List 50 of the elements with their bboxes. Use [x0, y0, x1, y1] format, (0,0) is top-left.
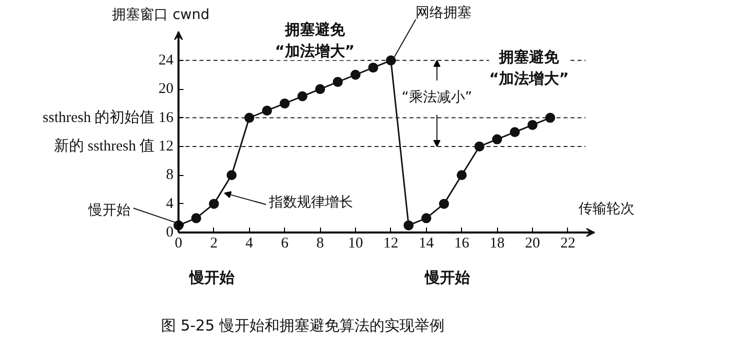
x-tick-label: 6: [280, 236, 289, 252]
point: [332, 76, 343, 87]
annotation: 拥塞避免 “加法增大”: [489, 48, 569, 88]
y-tick-label: 4: [166, 196, 174, 212]
y-tick-label: 8: [166, 167, 174, 184]
caption: 图 5-25 慢开始和拥塞避免算法的实现举例: [160, 316, 444, 335]
x-tick-label: 10: [348, 236, 363, 252]
point: [368, 62, 378, 73]
x-tick-label: 4: [246, 236, 254, 252]
y-tick-label: ssthresh 的初始值 16: [42, 108, 174, 126]
y-tick-label: 20: [158, 81, 174, 98]
y-tick-label: 0: [166, 224, 174, 240]
point: [208, 198, 219, 209]
x-tick-label: 22: [560, 236, 576, 252]
x-tick-label: 2: [210, 236, 218, 252]
annotation: 指数规律增长: [268, 194, 353, 210]
point: [404, 220, 414, 230]
point: [350, 70, 360, 80]
text: 慢开始: [424, 268, 472, 287]
point: [545, 112, 556, 123]
point: [439, 198, 449, 209]
x-tick-label: 14: [418, 236, 434, 252]
x-axis-title: 传输轮次: [578, 200, 635, 217]
point: [510, 127, 520, 138]
annotation: 慢开始: [88, 202, 131, 218]
point: [226, 170, 237, 180]
point: [191, 213, 202, 224]
y-tick-label: 新的 ssthresh 值 12: [54, 137, 174, 154]
x-tick-label: 18: [490, 236, 505, 252]
text: 慢开始: [188, 268, 236, 287]
x-tick-label: 8: [316, 236, 324, 252]
annotation: 拥塞避免 “加法增大”: [274, 20, 355, 60]
y-axis-title: 拥塞窗口 cwnd: [112, 7, 210, 24]
point: [456, 170, 467, 180]
point: [297, 91, 308, 102]
point: [474, 141, 484, 152]
point: [386, 55, 396, 66]
annotation: “乘法减小”: [402, 90, 472, 106]
point: [280, 98, 290, 108]
point: [315, 84, 326, 94]
point: [262, 106, 272, 116]
point: [528, 120, 538, 130]
x-tick-label: 20: [525, 236, 540, 252]
x-tick-label: 12: [383, 236, 398, 252]
y-tick-label: 24: [158, 52, 174, 68]
annotation: 网络拥塞: [416, 5, 472, 22]
point: [244, 112, 254, 123]
point: [421, 213, 432, 224]
x-tick-label: 16: [454, 236, 470, 252]
point: [492, 134, 502, 144]
